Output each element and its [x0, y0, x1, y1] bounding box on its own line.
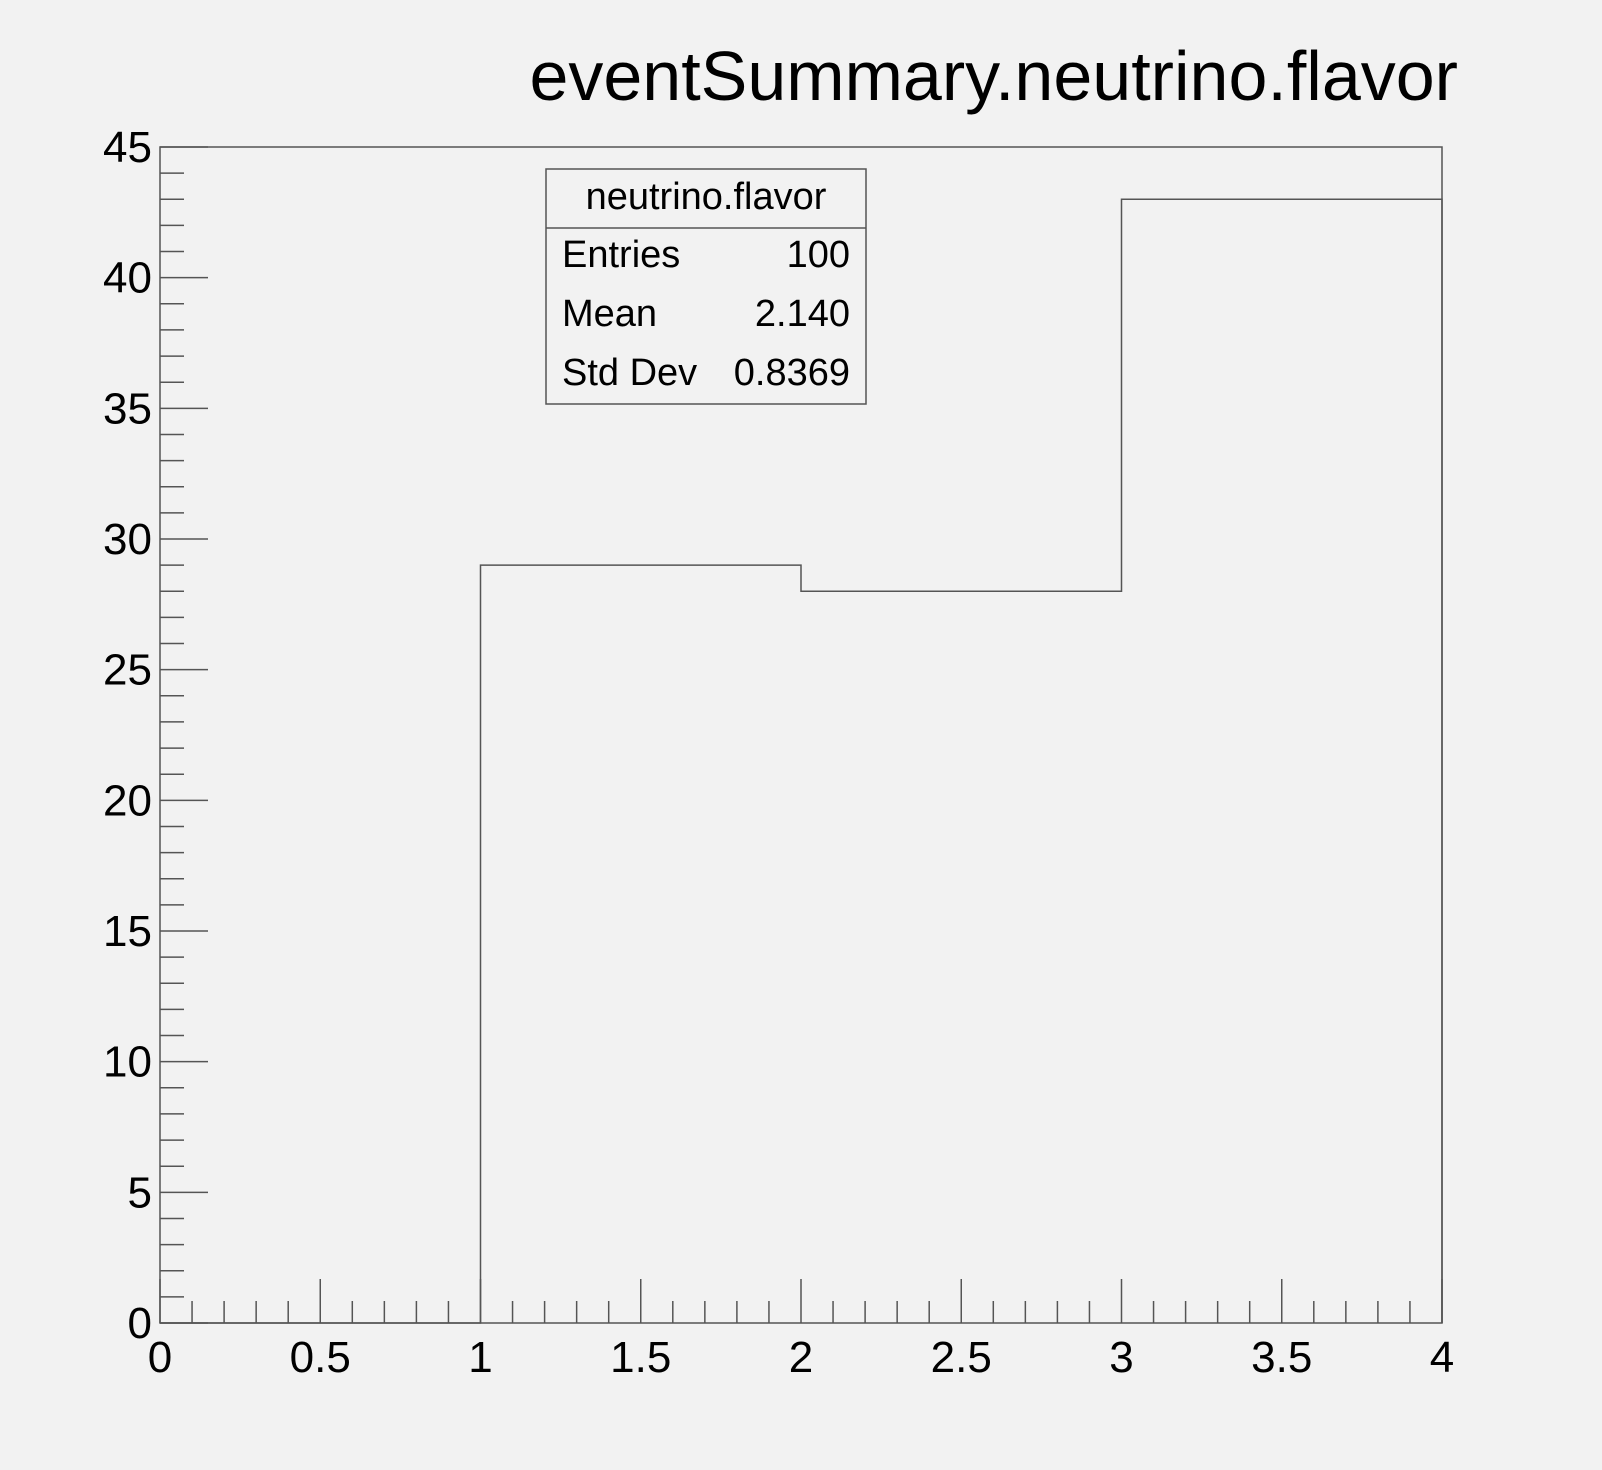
y-tick-label: 0	[128, 1299, 152, 1348]
y-tick-label: 40	[103, 254, 152, 303]
x-tick-label: 2	[789, 1333, 813, 1382]
y-tick-label: 30	[103, 515, 152, 564]
stats-stddev-label: Std Dev	[562, 352, 697, 394]
y-axis: 0 5 10 15 20 25 30 35 40 45	[103, 123, 208, 1348]
y-tick-label: 15	[103, 907, 152, 956]
x-tick-label: 3	[1109, 1333, 1133, 1382]
stats-mean-value: 2.140	[755, 293, 850, 335]
y-tick-label: 25	[103, 646, 152, 695]
x-tick-label: 0.5	[290, 1333, 351, 1382]
stats-mean-label: Mean	[562, 293, 657, 335]
y-tick-label: 20	[103, 776, 152, 825]
x-axis: 0 0.5 1 1.5 2 2.5 3 3.5 4	[148, 1279, 1454, 1382]
stats-entries-value: 100	[787, 234, 850, 276]
stats-box-title: neutrino.flavor	[586, 176, 827, 218]
stats-box: neutrino.flavor Entries 100 Mean 2.140 S…	[545, 168, 867, 405]
x-tick-label: 3.5	[1251, 1333, 1312, 1382]
histogram-bin	[801, 591, 1122, 1323]
x-tick-label: 1.5	[610, 1333, 671, 1382]
histogram-bin	[1122, 199, 1443, 1323]
y-tick-label: 45	[103, 123, 152, 172]
x-tick-label: 0	[148, 1333, 172, 1382]
histogram-bin	[481, 565, 802, 1323]
y-tick-label: 10	[103, 1038, 152, 1087]
x-tick-label: 4	[1430, 1333, 1454, 1382]
x-tick-label: 2.5	[931, 1333, 992, 1382]
chart-title: eventSummary.neutrino.flavor	[529, 37, 1458, 115]
y-tick-label: 35	[103, 384, 152, 433]
histogram-outline	[160, 198, 1443, 1324]
stats-entries-label: Entries	[562, 234, 680, 276]
stats-stddev-value: 0.8369	[734, 352, 850, 394]
x-tick-label: 1	[468, 1333, 492, 1382]
stats-box-frame	[545, 168, 867, 405]
y-tick-label: 5	[128, 1168, 152, 1217]
